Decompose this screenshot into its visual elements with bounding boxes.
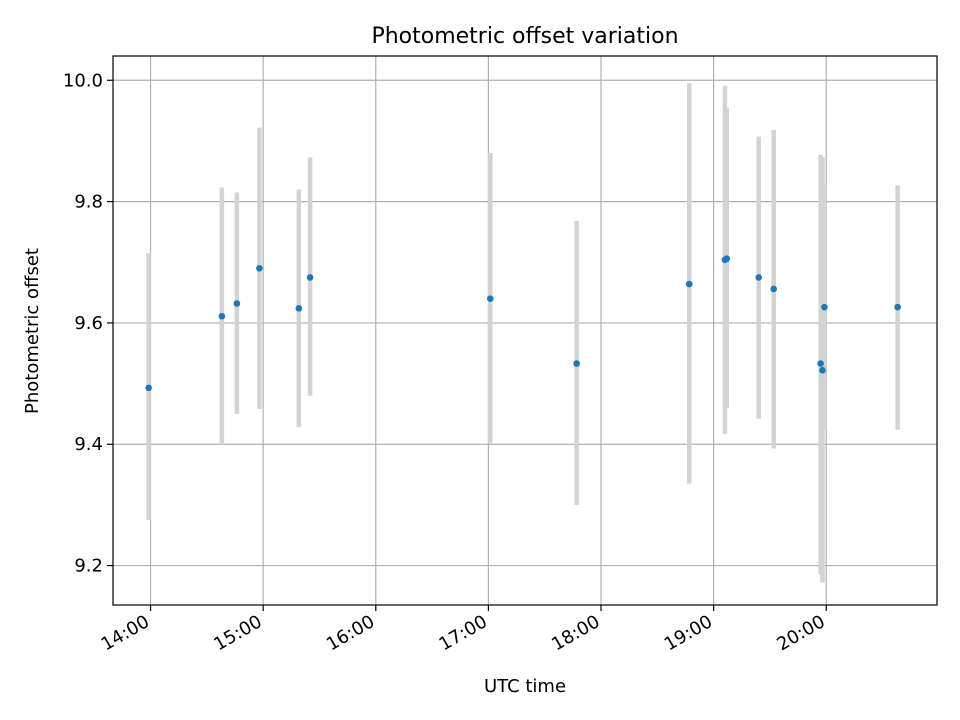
grid-lines — [113, 56, 937, 605]
data-point — [306, 274, 314, 281]
y-tick-label: 10.0 — [63, 70, 103, 91]
y-tick-label: 9.2 — [74, 556, 103, 577]
data-points — [145, 255, 901, 392]
y-axis-ticks: 9.2 9.4 9.6 9.8 10.0 — [63, 70, 113, 577]
x-tick-label: 19:00 — [661, 611, 716, 655]
x-axis-label: UTC time — [484, 676, 566, 697]
chart-title: Photometric offset variation — [371, 24, 678, 49]
data-point — [218, 312, 226, 320]
plot-frame — [112, 55, 938, 606]
y-tick-label: 9.6 — [74, 313, 103, 334]
data-point — [821, 303, 828, 311]
data-point — [573, 360, 580, 367]
y-tick-label: 9.4 — [74, 434, 103, 455]
data-point — [145, 384, 152, 392]
x-tick-label: 17:00 — [435, 611, 490, 655]
x-tick-label: 18:00 — [548, 611, 603, 655]
data-point — [755, 274, 762, 281]
data-point — [723, 255, 731, 262]
data-point — [256, 265, 263, 272]
data-point — [233, 300, 241, 307]
x-tick-label: 16:00 — [323, 611, 378, 655]
x-tick-label: 15:00 — [210, 611, 265, 655]
data-point — [894, 303, 901, 311]
error-bars — [146, 83, 900, 583]
data-point — [819, 366, 826, 374]
data-point — [685, 280, 693, 288]
y-axis-label: Photometric offset — [22, 248, 43, 414]
data-point — [486, 295, 494, 302]
y-tick-label: 9.8 — [74, 192, 103, 213]
x-tick-label: 20:00 — [773, 611, 828, 655]
x-tick-label: 14:00 — [98, 611, 153, 655]
data-point — [770, 285, 778, 293]
data-point — [817, 360, 824, 367]
data-point — [295, 305, 303, 312]
x-axis-ticks: 14:00 15:00 16:00 17:00 18:00 19:00 20:00 — [98, 605, 829, 655]
